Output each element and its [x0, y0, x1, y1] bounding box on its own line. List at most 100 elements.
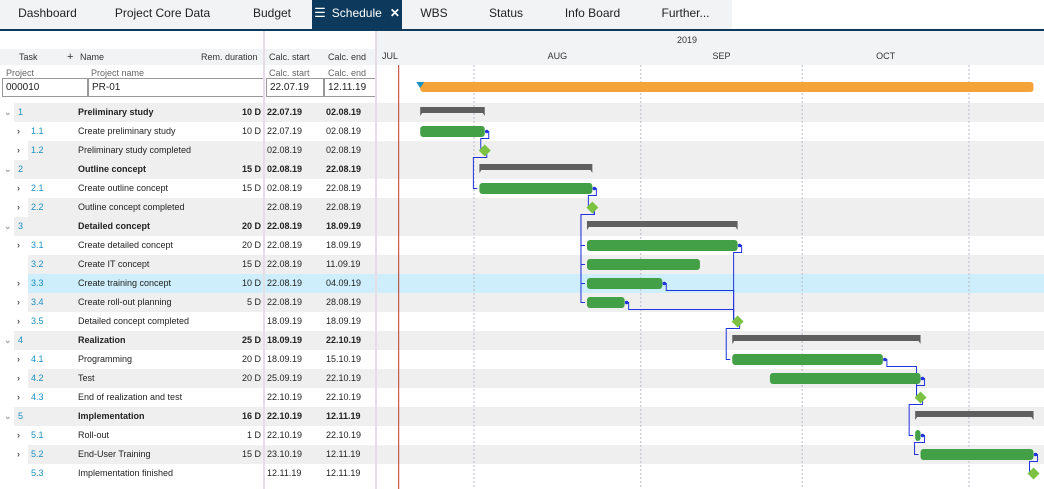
link-anchor [883, 357, 887, 362]
task-name: Test [78, 373, 95, 383]
task-calc-start: 22.08.19 [267, 221, 303, 231]
table-row[interactable]: ⌄ 2 Outline concept 15 D 02.08.19 22.08.19 [0, 160, 376, 179]
table-row[interactable]: › 3.5 Detailed concept completed 18.09.19 18… [0, 312, 376, 331]
expand-icon[interactable]: › [17, 145, 20, 155]
gantt-row-background [377, 255, 1044, 274]
col-header-task[interactable]: Task [19, 52, 38, 62]
expand-icon[interactable]: › [17, 373, 20, 383]
task-calc-start: 12.11.19 [267, 468, 302, 478]
tab-info-board[interactable]: Info Board [546, 0, 639, 29]
task-bar [732, 354, 883, 365]
tab-budget[interactable]: Budget [230, 0, 314, 29]
summary-bar [732, 335, 921, 344]
task-calc-end: 22.08.19 [326, 183, 362, 193]
grid-gantt-splitter[interactable] [375, 31, 377, 489]
tab-label: Status [488, 6, 524, 20]
col-header-calc-end[interactable]: Calc. end [328, 52, 367, 62]
table-row[interactable]: › 4.2 Test 20 D 25.09.19 22.10.19 [0, 369, 376, 388]
project-name-field[interactable]: PR-01 [88, 78, 264, 97]
table-row[interactable]: › 3.3 Create training concept 10 D 22.08.19 0… [0, 274, 376, 293]
task-calc-end: 22.10.19 [326, 430, 362, 440]
tab-bar: Dashboard Project Core Data Budget ☰ Schedul… [0, 0, 1044, 31]
table-row[interactable]: ⌄ 4 Realization 25 D 18.09.19 22.10.19 [0, 331, 376, 350]
table-row[interactable]: › 3.4 Create roll-out planning 5 D 22.08.19 2… [0, 293, 376, 312]
collapse-icon[interactable]: ⌄ [4, 164, 12, 174]
add-column-button[interactable]: + [67, 51, 74, 63]
table-row[interactable]: › 1.1 Create preliminary study 10 D 22.07.19… [0, 122, 376, 141]
tab-further[interactable]: Further... [639, 0, 732, 29]
expand-icon[interactable]: › [17, 354, 20, 364]
task-id: 1.1 [31, 126, 44, 136]
month-label: JUL [382, 51, 398, 61]
table-row[interactable]: › 3.1 Create detailed concept 20 D 22.08.19 1… [0, 236, 376, 255]
expand-icon[interactable]: › [17, 183, 20, 193]
subheader-project-name: Project name [91, 68, 145, 78]
project-start-field[interactable]: 22.07.19 [266, 78, 324, 97]
subheader-calc-start: Calc. start [269, 68, 310, 78]
project-bar [420, 82, 1034, 92]
expand-icon[interactable]: › [17, 278, 20, 288]
col-header-calc-start[interactable]: Calc. start [269, 52, 310, 62]
link-anchor [592, 186, 597, 191]
project-id-field[interactable]: 000010 [2, 78, 88, 97]
tab-schedule[interactable]: ☰ Schedule ✕ [312, 0, 402, 31]
project-end-field[interactable]: 12.11.19 [324, 78, 376, 97]
col-header-rem-duration[interactable]: Rem. duration [201, 52, 258, 62]
task-name: Roll-out [78, 430, 110, 440]
table-row[interactable]: › 1.2 Preliminary study completed 02.08.19 0… [0, 141, 376, 160]
collapse-icon[interactable]: ⌄ [4, 335, 12, 345]
table-row[interactable]: 5.3 Implementation finished 12.11.19 12.11.… [0, 464, 376, 483]
gantt-row-background [377, 331, 1044, 350]
row-background [28, 388, 376, 407]
table-row[interactable]: › 2.2 Outline concept completed 22.08.19 22.… [0, 198, 376, 217]
task-calc-start: 22.08.19 [267, 202, 303, 212]
close-tab-icon[interactable]: ✕ [389, 6, 400, 20]
table-row[interactable]: › 5.2 End-User Training 15 D 23.10.19 12.11.1… [0, 445, 376, 464]
menu-icon[interactable]: ☰ [314, 5, 326, 20]
tab-status[interactable]: Status [466, 0, 546, 29]
tab-dashboard[interactable]: Dashboard [0, 0, 95, 29]
table-row[interactable]: › 4.3 End of realization and test 22.10.19 2… [0, 388, 376, 407]
collapse-icon[interactable]: ⌄ [4, 107, 12, 117]
table-row[interactable]: ⌄ 5 Implementation 16 D 22.10.19 12.11.19 [0, 407, 376, 426]
expand-icon[interactable]: › [17, 449, 20, 459]
expand-icon[interactable]: › [17, 240, 20, 250]
table-row[interactable]: ⌄ 3 Detailed concept 20 D 22.08.19 18.09.19 [0, 217, 376, 236]
task-name: Create outline concept [78, 183, 169, 193]
subheader-project: Project [6, 68, 35, 78]
expand-icon[interactable]: › [17, 297, 20, 307]
task-id: 3 [18, 221, 24, 231]
expand-icon[interactable]: › [17, 316, 20, 326]
task-rem-duration: 20 D [241, 240, 261, 250]
task-id: 5.2 [31, 449, 44, 459]
table-row[interactable]: › 2.1 Create outline concept 15 D 02.08.19 22… [0, 179, 376, 198]
tab-wbs[interactable]: WBS [402, 0, 466, 29]
gantt-row-background [377, 141, 1044, 160]
table-row[interactable]: › 4.1 Programming 20 D 18.09.19 15.10.19 [0, 350, 376, 369]
collapse-icon[interactable]: ⌄ [4, 411, 12, 421]
gantt-row-background [377, 445, 1044, 464]
expand-icon[interactable]: › [17, 202, 20, 212]
link-anchor [1033, 452, 1038, 457]
task-calc-start: 22.08.19 [267, 240, 303, 250]
gantt-row-background [377, 293, 1044, 312]
month-label: AUG [548, 51, 568, 61]
row-background [14, 331, 376, 350]
row-background [28, 274, 376, 293]
tab-project-core-data[interactable]: Project Core Data [95, 0, 230, 29]
expand-icon[interactable]: › [17, 430, 20, 440]
task-rem-duration: 10 D [241, 278, 261, 288]
gantt-row-background [377, 122, 1044, 141]
task-id: 4.2 [31, 373, 44, 383]
table-row[interactable]: 3.2 Create IT concept 15 D 22.08.19 11.09.19 [0, 255, 376, 274]
collapse-icon[interactable]: ⌄ [4, 221, 12, 231]
table-row[interactable]: › 5.1 Roll-out 1 D 22.10.19 22.10.19 [0, 426, 376, 445]
column-divider[interactable] [263, 31, 265, 489]
expand-icon[interactable]: › [17, 392, 20, 402]
task-id: 2 [18, 164, 24, 174]
row-background [28, 445, 376, 464]
table-row[interactable]: ⌄ 1 Preliminary study 10 D 22.07.19 02.08.19 [0, 103, 376, 122]
col-header-name[interactable]: Name [80, 52, 105, 62]
gantt-row-background [377, 407, 1044, 426]
expand-icon[interactable]: › [17, 126, 20, 136]
